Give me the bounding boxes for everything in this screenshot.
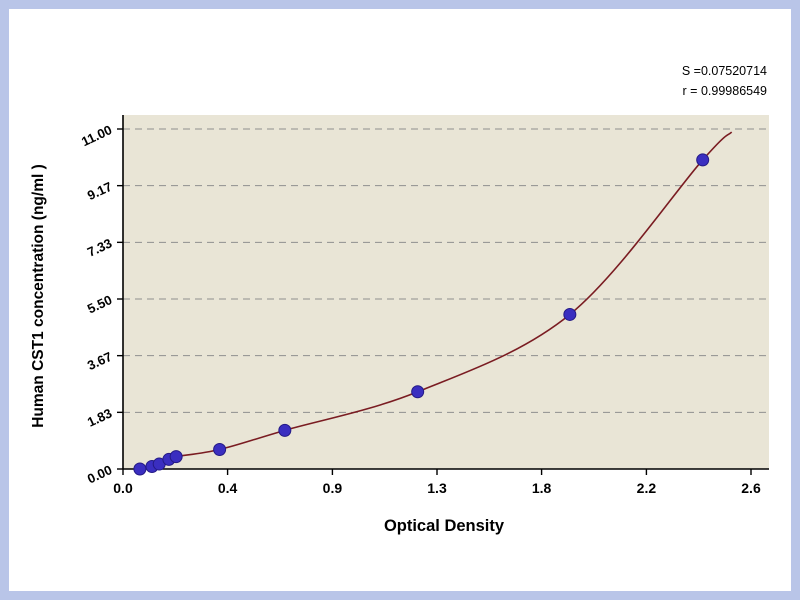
y-tick-label: 0.00 [85, 462, 114, 486]
data-point [411, 385, 425, 399]
y-tick-label: 1.83 [85, 405, 114, 429]
y-tick-label: 3.67 [85, 349, 114, 373]
data-point [169, 450, 183, 464]
data-point [278, 423, 292, 437]
x-tick-label: 0.4 [218, 480, 238, 496]
plot-area [123, 115, 769, 469]
x-tick-label: 0.9 [323, 480, 343, 496]
standard-curve-chart: 0.0 0.4 0.9 1.3 1.8 2.2 2.6 0.00 1.83 3.67 5.50 7.3… [79, 115, 769, 496]
x-tick-label: 2.6 [741, 480, 761, 496]
x-axis-title: Optical Density [383, 517, 505, 535]
data-point [213, 443, 227, 457]
y-tick-label: 5.50 [85, 292, 114, 316]
x-tick-label: 1.8 [532, 480, 552, 496]
fit-stats: S =0.07520714 r = 0.99986549 [682, 61, 767, 101]
y-tick-label: 7.33 [85, 235, 114, 259]
r-value: r = 0.99986549 [682, 84, 767, 98]
data-point [563, 307, 577, 321]
y-tick-label: 9.17 [85, 179, 114, 203]
x-tick-label: 0.0 [113, 480, 133, 496]
y-tick-label: 11.00 [79, 122, 114, 149]
data-point [696, 153, 710, 167]
x-tick-label: 2.2 [637, 480, 657, 496]
s-value: S =0.07520714 [681, 64, 767, 78]
data-point [133, 462, 147, 476]
x-tick-label: 1.3 [427, 480, 447, 496]
